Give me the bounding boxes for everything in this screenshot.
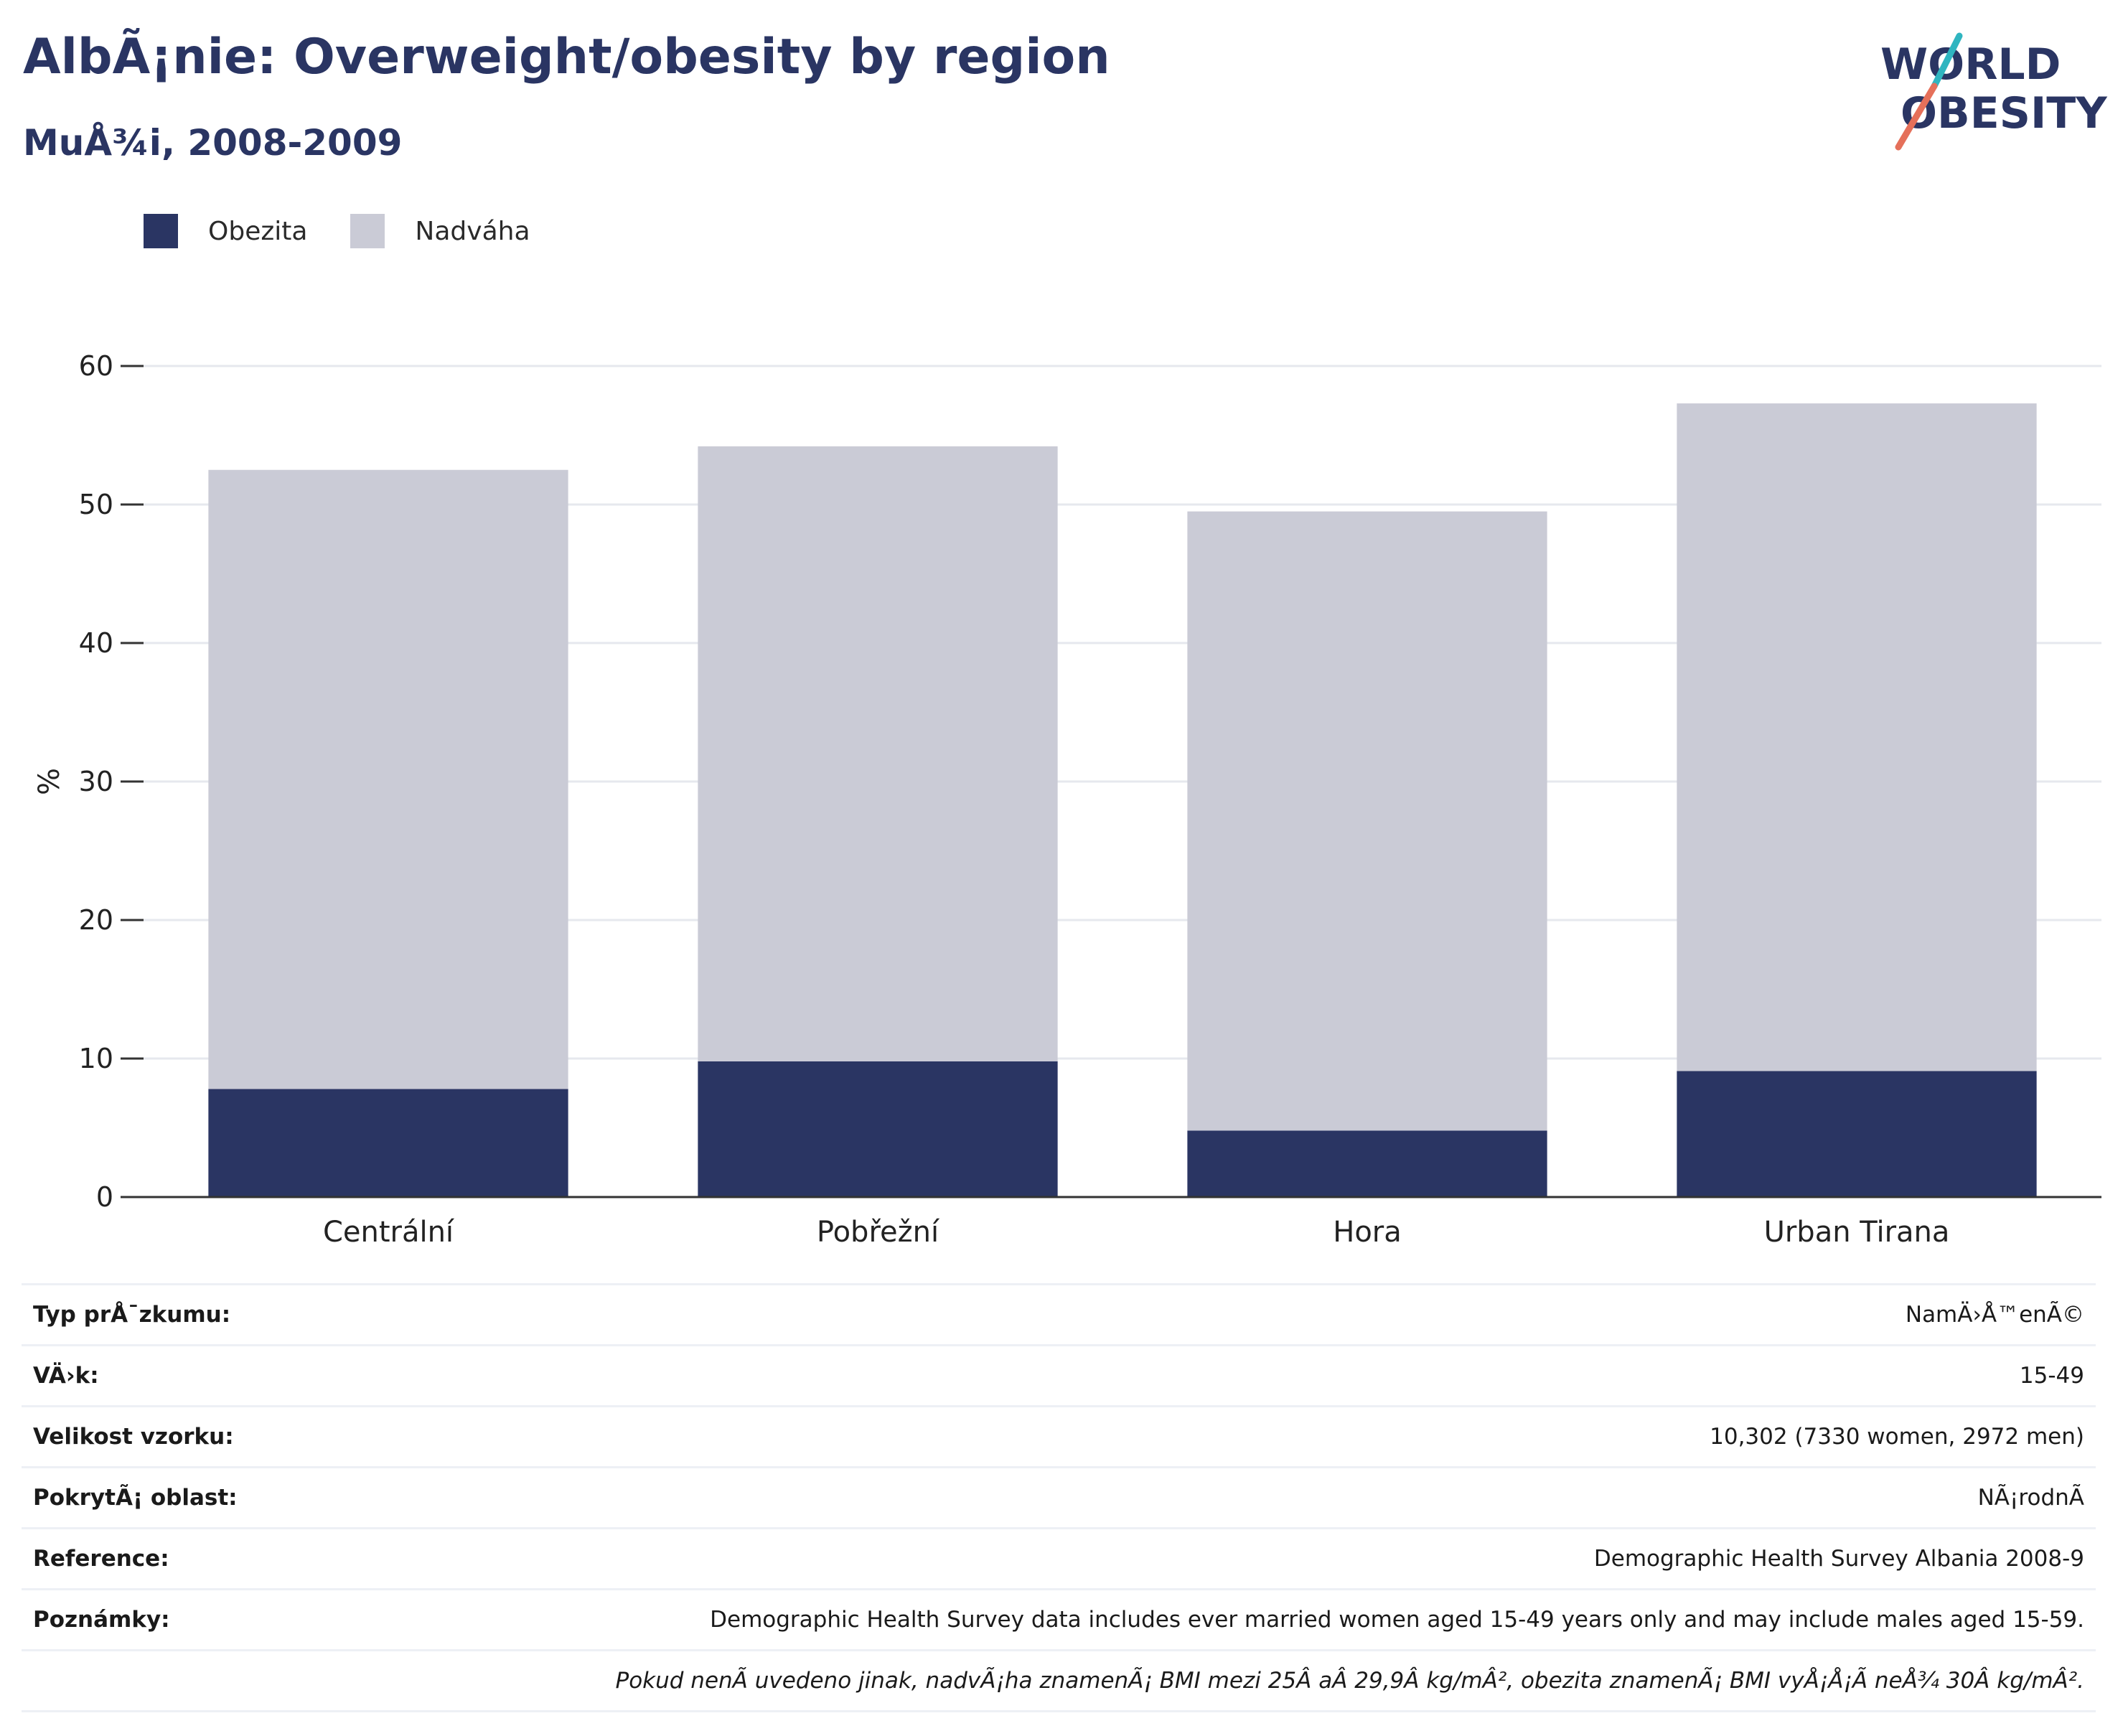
- y-tick-label: 30: [79, 766, 113, 797]
- y-tick-label: 20: [79, 904, 113, 936]
- bar-nadvaha: [1187, 511, 1547, 1131]
- chart-legend: Obezita Nadváha: [144, 214, 573, 248]
- meta-key: Velikost vzorku:: [33, 1424, 234, 1450]
- bar-nadvaha: [698, 446, 1058, 1061]
- legend-swatch-nadvaha: [350, 214, 385, 248]
- meta-row-footnote: Pokud nenÃ uvedeno jinak, nadvÃ¡ha zname…: [22, 1649, 2096, 1712]
- bar-obezita: [698, 1061, 1058, 1197]
- meta-value: NÃ¡rodnÃ: [1977, 1485, 2084, 1511]
- legend-item-nadvaha[interactable]: Nadváha: [350, 214, 530, 248]
- logo-slash-bottom: [1895, 83, 1938, 151]
- y-axis-label: %: [33, 768, 66, 795]
- y-tick-label: 60: [79, 350, 113, 382]
- page-title: AlbÃ¡nie: Overweight/obesity by region: [23, 29, 1110, 85]
- meta-key: Reference:: [33, 1546, 169, 1572]
- meta-row-age: VÄ›k: 15-49: [22, 1344, 2096, 1405]
- meta-key: Poznámky:: [33, 1607, 170, 1633]
- x-tick-label: Pobřežní: [817, 1216, 940, 1249]
- meta-row-survey-type: Typ prÅ¯zkumu: NamÄ›Å™enÃ©: [22, 1283, 2096, 1344]
- meta-row-reference: Reference: Demographic Health Survey Alb…: [22, 1527, 2096, 1588]
- meta-value: Demographic Health Survey Albania 2008-9: [1593, 1546, 2084, 1572]
- meta-row-area-covered: PokrytÃ¡ oblast: NÃ¡rodnÃ: [22, 1466, 2096, 1527]
- legend-label-nadvaha: Nadváha: [415, 216, 530, 246]
- meta-row-notes: Poznámky: Demographic Health Survey data…: [22, 1588, 2096, 1649]
- y-tick-label: 0: [96, 1181, 113, 1213]
- bar-nadvaha: [208, 469, 568, 1089]
- meta-row-sample-size: Velikost vzorku: 10,302 (7330 women, 297…: [22, 1405, 2096, 1466]
- y-tick-label: 50: [79, 489, 113, 520]
- logo-line2: OBESITY: [1901, 88, 2108, 139]
- y-tick-label: 10: [79, 1043, 113, 1074]
- bar-obezita: [1677, 1071, 2037, 1197]
- meta-key: Typ prÅ¯zkumu:: [33, 1302, 231, 1328]
- meta-key: VÄ›k:: [33, 1363, 99, 1389]
- bar-chart: 0 10 20 30 40 50 60% Centrální Pobřežní Hora Urban…: [33, 350, 2101, 1249]
- bar-nadvaha: [1677, 403, 2037, 1071]
- bar-obezita: [208, 1089, 568, 1197]
- survey-info-table: Typ prÅ¯zkumu: NamÄ›Å™enÃ© VÄ›k: 15-49 V…: [22, 1283, 2096, 1712]
- y-tick-label: 40: [79, 627, 113, 659]
- logo-slash-top: [1931, 32, 1963, 90]
- meta-value: Demographic Health Survey data includes …: [710, 1607, 2084, 1633]
- x-tick-label: Hora: [1333, 1216, 1402, 1249]
- bar-obezita: [1187, 1130, 1547, 1197]
- world-obesity-logo: WORLD OBESITY: [1866, 29, 2110, 158]
- meta-value: NamÄ›Å™enÃ©: [1905, 1302, 2084, 1328]
- legend-item-obezita[interactable]: Obezita: [144, 214, 307, 248]
- x-tick-label: Centrální: [323, 1216, 455, 1249]
- page-subtitle: MuÅ¾i, 2008-2009: [23, 122, 403, 164]
- meta-key: PokrytÃ¡ oblast:: [33, 1485, 238, 1511]
- logo-line1: WORLD: [1880, 39, 2061, 90]
- meta-value: 10,302 (7330 women, 2972 men): [1710, 1424, 2084, 1450]
- x-tick-label: Urban Tirana: [1764, 1216, 1950, 1249]
- legend-label-obezita: Obezita: [208, 216, 308, 246]
- legend-swatch-obezita: [144, 214, 178, 248]
- definition-footnote: Pokud nenÃ uvedeno jinak, nadvÃ¡ha zname…: [615, 1668, 2084, 1694]
- meta-value: 15-49: [2019, 1363, 2084, 1389]
